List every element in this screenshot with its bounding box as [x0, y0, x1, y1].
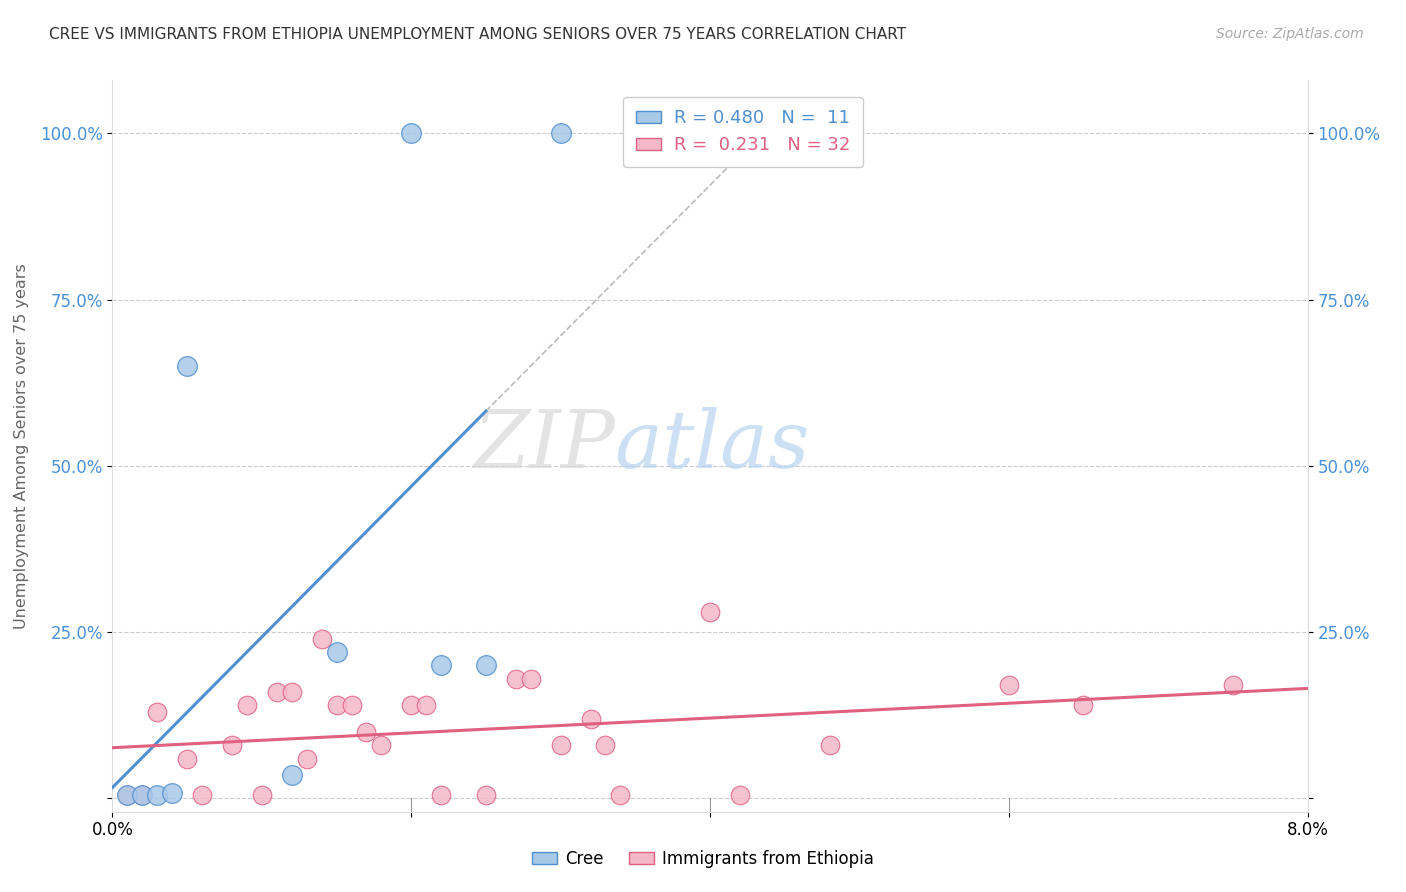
- Point: [281, 685, 304, 699]
- Point: [295, 751, 318, 765]
- Point: [520, 672, 543, 686]
- Point: [250, 788, 273, 802]
- Point: [415, 698, 437, 713]
- Point: [1073, 698, 1095, 713]
- Point: [370, 738, 392, 752]
- Legend: R = 0.480   N =  11, R =  0.231   N = 32: R = 0.480 N = 11, R = 0.231 N = 32: [623, 96, 863, 167]
- Text: Source: ZipAtlas.com: Source: ZipAtlas.com: [1216, 27, 1364, 41]
- Point: [550, 127, 572, 141]
- Point: [117, 788, 139, 802]
- Point: [311, 632, 333, 646]
- Text: ZIP: ZIP: [472, 408, 614, 484]
- Point: [131, 788, 153, 802]
- Legend: Cree, Immigrants from Ethiopia: Cree, Immigrants from Ethiopia: [526, 844, 880, 875]
- Y-axis label: Unemployment Among Seniors over 75 years: Unemployment Among Seniors over 75 years: [14, 263, 28, 629]
- Point: [325, 698, 347, 713]
- Point: [281, 768, 304, 782]
- Point: [430, 788, 453, 802]
- Point: [579, 712, 602, 726]
- Text: atlas: atlas: [614, 408, 810, 484]
- Point: [401, 698, 423, 713]
- Point: [728, 788, 751, 802]
- Point: [117, 788, 139, 802]
- Point: [146, 788, 169, 802]
- Point: [818, 738, 841, 752]
- Point: [236, 698, 259, 713]
- Point: [176, 751, 198, 765]
- Point: [699, 605, 721, 619]
- Point: [550, 738, 572, 752]
- Point: [505, 672, 527, 686]
- Point: [401, 127, 423, 141]
- Point: [221, 738, 243, 752]
- Point: [176, 359, 198, 374]
- Point: [475, 788, 498, 802]
- Point: [595, 738, 617, 752]
- Point: [266, 685, 288, 699]
- Point: [475, 658, 498, 673]
- Point: [998, 678, 1021, 692]
- Point: [146, 705, 169, 719]
- Point: [162, 786, 183, 800]
- Point: [131, 788, 153, 802]
- Point: [1222, 678, 1244, 692]
- Point: [609, 788, 631, 802]
- Point: [191, 788, 214, 802]
- Text: CREE VS IMMIGRANTS FROM ETHIOPIA UNEMPLOYMENT AMONG SENIORS OVER 75 YEARS CORREL: CREE VS IMMIGRANTS FROM ETHIOPIA UNEMPLO…: [49, 27, 907, 42]
- Point: [430, 658, 453, 673]
- Point: [340, 698, 363, 713]
- Point: [356, 725, 378, 739]
- Point: [325, 645, 347, 659]
